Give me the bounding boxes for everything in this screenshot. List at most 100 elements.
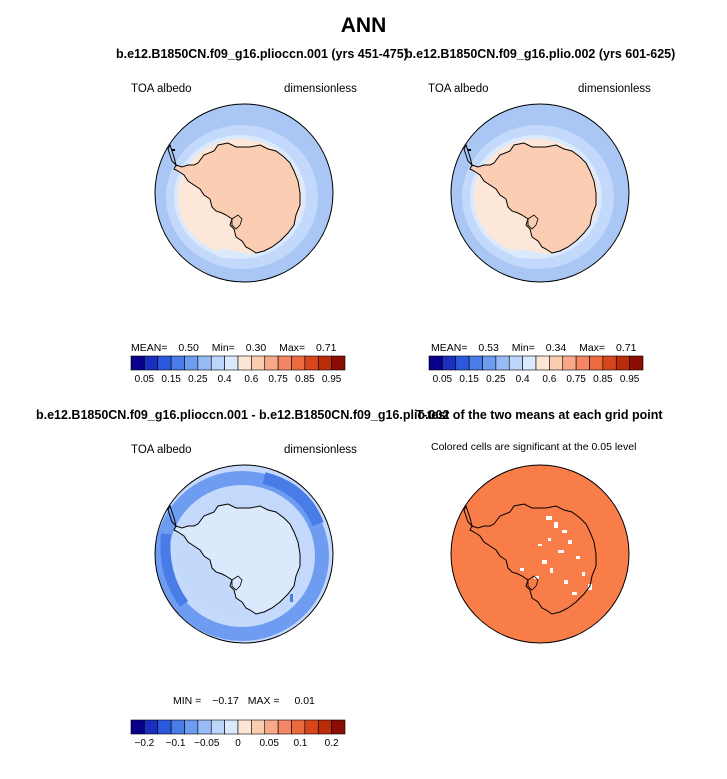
non-significant-cell: [548, 538, 551, 541]
colorbar-cell: [277, 719, 292, 735]
panel-3-max-label: MAX =: [247, 695, 280, 707]
colorbar-tick-label: 0.6: [542, 374, 557, 385]
map-boundary: [154, 464, 334, 644]
colorbar-tick-label: −0.2: [134, 738, 155, 749]
antarctica-coastline: [469, 142, 597, 254]
antarctica-land: [174, 143, 300, 253]
colorbar-tick-label: 0.15: [161, 374, 181, 385]
panel-3-colorbar-labels: −0.2 −0.1 −0.05 0 0.05 0.1 0.2: [131, 738, 345, 750]
non-significant-cell: [534, 576, 539, 579]
non-significant-cell: [588, 584, 592, 590]
colorbar-cell: [264, 719, 279, 735]
ice-shelf-outline: [527, 214, 539, 230]
panel-3-min-value: −0.17: [212, 695, 239, 707]
colorbar-tick-label: 0.4: [515, 374, 530, 385]
colorbar-cell: [170, 719, 185, 735]
colorbar-tick-label: 0.1: [293, 738, 308, 749]
colorbar-tick-label: 0.2: [324, 738, 339, 749]
non-significant-cell: [562, 530, 567, 533]
colorbar-tick-label: 0.05: [432, 374, 453, 385]
colorbar-tick-label: 0.4: [217, 374, 232, 385]
colorbar-cell: [184, 355, 199, 371]
colorbar-cell: [522, 355, 537, 371]
colorbar-cell: [157, 355, 172, 371]
island-mark: [468, 149, 471, 151]
panel-1-title: b.e12.B1850CN.f09_g16.plioccn.001 (yrs 4…: [116, 47, 408, 61]
panel-2-map: [450, 103, 630, 283]
colorbar-cell: [224, 355, 239, 371]
panel-2-stats: MEAN= 0.53 Min= 0.34 Max= 0.71: [431, 342, 636, 354]
panel-1-colorbar: [130, 355, 346, 371]
diff-band-strong: [262, 472, 324, 527]
main-title: ANN: [340, 14, 387, 37]
colorbar-tick-label: 0.75: [566, 374, 586, 385]
colorbar-cell: [304, 355, 319, 371]
colorbar-cell: [562, 355, 577, 371]
colorbar-cell: [535, 355, 550, 371]
colorbar-cell: [482, 355, 497, 371]
panel-3-max-value: 0.01: [294, 695, 315, 707]
ice-shelf-outline: [527, 575, 539, 591]
panel-1-colorbar-labels: 0.05 0.15 0.25 0.4 0.6 0.75 0.85 0.95: [131, 374, 345, 386]
antarctica-land: [470, 143, 596, 253]
panel-2-units-label: dimensionless: [578, 83, 651, 95]
panel-1-min-value: 0.30: [245, 342, 267, 354]
panel-2-max-label: Max=: [579, 342, 606, 354]
antarctica-coastline: [173, 142, 301, 254]
panel-2-colorbar-labels: 0.05 0.15 0.25 0.4 0.6 0.75 0.85 0.95: [429, 374, 643, 386]
colorbar-cell: [210, 719, 225, 735]
colorbar-cell: [575, 355, 590, 371]
colorbar-cell: [331, 719, 346, 735]
colorbar-cell: [468, 355, 483, 371]
map-boundary: [450, 103, 630, 283]
panel-2-mean-value: 0.53: [478, 342, 499, 354]
colorbar-cell: [455, 355, 470, 371]
non-significant-cell: [568, 540, 572, 544]
diff-spot: [290, 594, 293, 602]
non-significant-cell: [582, 572, 585, 576]
colorbar-cell: [210, 355, 225, 371]
panel-2-max-value: 0.71: [615, 342, 637, 354]
colorbar-tick-label: 0.25: [486, 374, 506, 385]
non-significant-cell: [546, 516, 552, 520]
non-significant-cell: [538, 544, 542, 546]
significance-fill: [451, 465, 629, 643]
colorbar-cell: [317, 719, 332, 735]
antarctica-coastline: [173, 503, 301, 615]
panel-3-colorbar: [130, 719, 346, 735]
panel-2-mean-label: MEAN=: [431, 342, 468, 354]
panel-4-significance-label: Colored cells are significant at the 0.0…: [431, 441, 637, 453]
colorbar-tick-label: 0.95: [321, 374, 342, 385]
colorbar-cell: [629, 355, 644, 371]
colorbar-cell: [549, 355, 564, 371]
colorbar-cell: [237, 719, 252, 735]
colorbar-cell: [317, 355, 332, 371]
non-significant-cell: [576, 556, 580, 559]
colorbar-cell: [144, 719, 159, 735]
panel-3-min-label: MIN =: [173, 695, 202, 707]
colorbar-tick-label: 0.95: [619, 374, 640, 385]
panel-3-map: [154, 464, 334, 644]
peninsula-coastline: [167, 504, 177, 528]
map-boundary: [450, 464, 630, 644]
panel-3-title: b.e12.B1850CN.f09_g16.plioccn.001 - b.e1…: [36, 408, 450, 422]
colorbar-cell: [264, 355, 279, 371]
colorbar-cell: [130, 719, 145, 735]
panel-2-variable-label: TOA albedo: [428, 83, 489, 95]
colorbar-cell: [197, 355, 212, 371]
non-significant-cell: [542, 560, 547, 564]
panel-3-stats: MIN = −0.17 MAX = 0.01: [173, 695, 315, 707]
colorbar-cell: [251, 719, 266, 735]
ice-shelf-outline: [231, 214, 243, 230]
peninsula-coastline: [463, 504, 473, 528]
colorbar-tick-label: 0.05: [259, 738, 279, 749]
colorbar-cell: [157, 719, 172, 735]
colorbar-cell: [589, 355, 604, 371]
colorbar-cell: [291, 355, 306, 371]
non-significant-cell: [554, 522, 558, 528]
non-significant-cell: [550, 568, 553, 573]
colorbar-cell: [428, 355, 443, 371]
panel-1-max-label: Max=: [279, 342, 306, 354]
colorbar-tick-label: 0.85: [295, 374, 315, 385]
panel-1-units-label: dimensionless: [284, 83, 357, 95]
